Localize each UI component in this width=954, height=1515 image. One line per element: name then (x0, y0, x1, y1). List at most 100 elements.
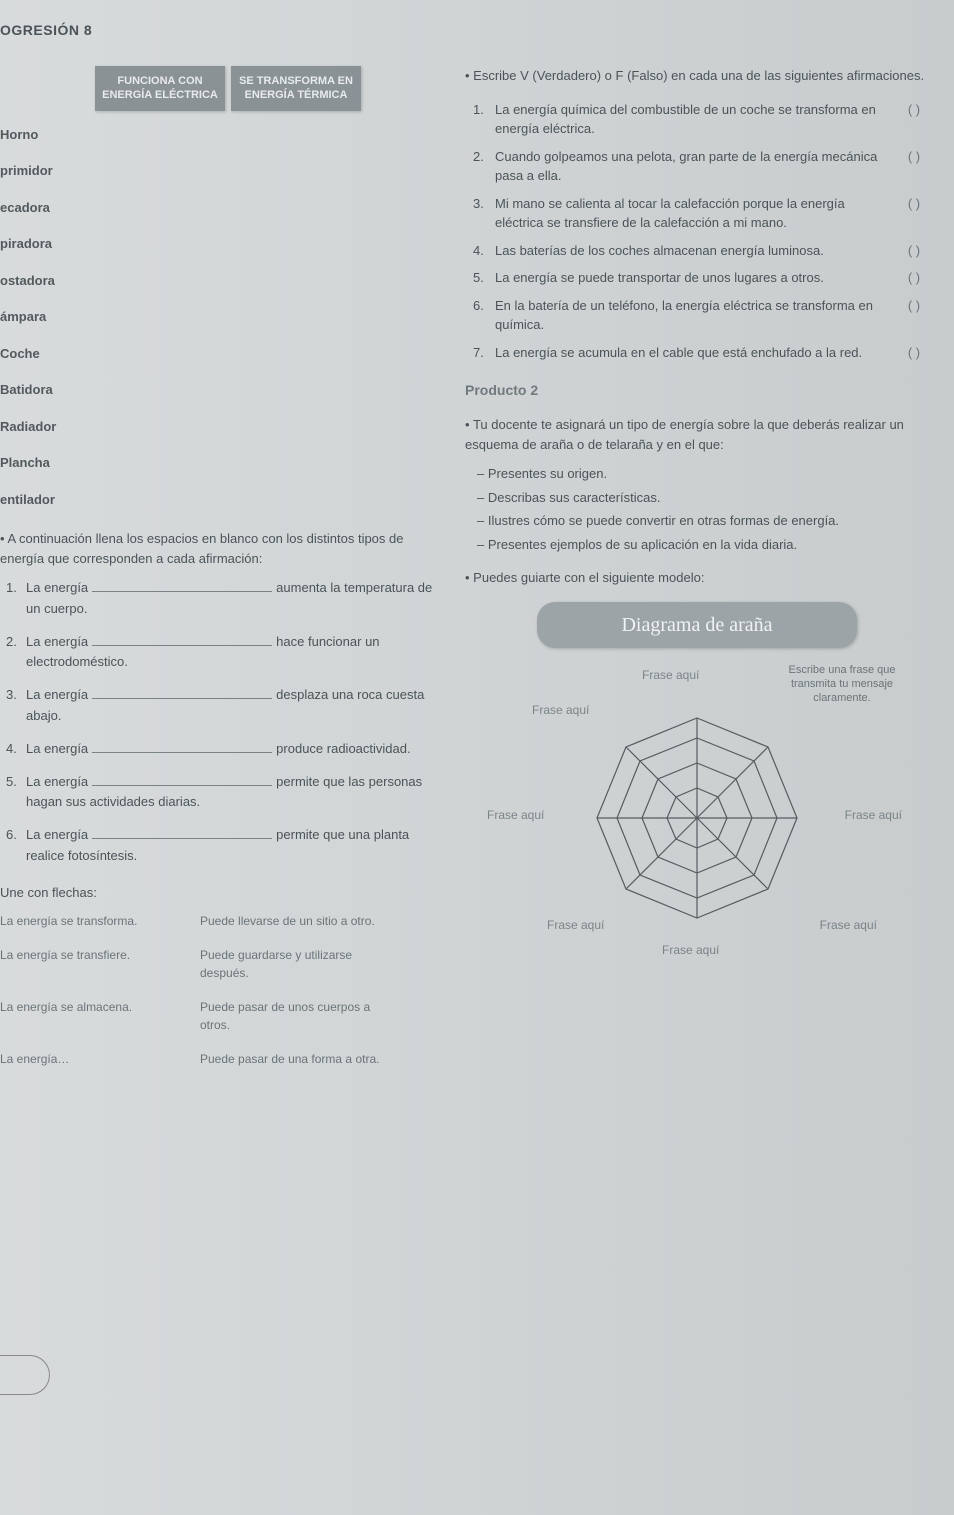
spider-label: Frase aquí (845, 808, 902, 824)
fill-num: 3. (6, 685, 20, 727)
vf-item: 4. Las baterías de los coches almacenan e… (473, 241, 929, 261)
vf-item: 2.Cuando golpeamos una pelota, gran part… (473, 147, 929, 186)
fill-post: produce radioactividad. (276, 741, 410, 756)
vf-text: En la batería de un teléfono, la energía… (495, 296, 891, 335)
producto-guide: Puedes guiarte con el siguiente modelo: (465, 568, 929, 588)
vf-intro: Escribe V (Verdadero) o F (Falso) en cad… (465, 66, 929, 86)
vf-paren[interactable]: ( ) (899, 147, 929, 186)
vf-item: 3.Mi mano se calienta al tocar la calefa… (473, 194, 929, 233)
match-left-item: La energía se almacena. (0, 998, 160, 1034)
blank-line[interactable] (92, 774, 272, 786)
spider-label: Frase aquí (547, 918, 604, 934)
fill-list: 1.La energíaaumenta la temperatura de un… (6, 578, 440, 867)
vf-paren[interactable]: ( ) (899, 100, 929, 139)
right-column: Escribe V (Verdadero) o F (Falso) en cad… (465, 66, 929, 1068)
table-header-row: FUNCIONA CON ENERGÍA ELÉCTRICA SE TRANSF… (95, 66, 440, 111)
match-title: Une con flechas: (0, 883, 440, 903)
producto-sub: Describas sus características. (477, 488, 929, 508)
vf-num: 6. (473, 296, 487, 335)
blank-line[interactable] (92, 580, 272, 592)
spider-label: Frase aquí (642, 668, 699, 684)
vf-item: 7.La energía se acumula en el cable que … (473, 343, 929, 363)
spider-title: Diagrama de araña (537, 602, 857, 648)
vf-paren[interactable]: ( ) (899, 343, 929, 363)
vf-text: Cuando golpeamos una pelota, gran parte … (495, 147, 891, 186)
fill-pre: La energía (26, 827, 88, 842)
fill-item: 1.La energíaaumenta la temperatura de un… (6, 578, 440, 620)
page-header: OGRESIÓN 8 (0, 20, 929, 41)
vf-text: Las baterías de los coches almacenan ene… (495, 241, 891, 261)
fill-item: 6.La energíapermite que una planta reali… (6, 825, 440, 867)
left-column: FUNCIONA CON ENERGÍA ELÉCTRICA SE TRANSF… (0, 66, 440, 1068)
vf-text: La energía química del combustible de un… (495, 100, 891, 139)
table-row: Horno (0, 119, 440, 151)
table-row: ecadora (0, 192, 440, 224)
fill-num: 1. (6, 578, 20, 620)
table-row: Batidora (0, 374, 440, 406)
vf-num: 4. (473, 241, 487, 261)
blank-line[interactable] (92, 741, 272, 753)
spider-web-icon (577, 698, 817, 938)
vf-text: La energía se puede transportar de unos … (495, 268, 891, 288)
fill-num: 2. (6, 632, 20, 674)
vf-item: 6.En la batería de un teléfono, la energ… (473, 296, 929, 335)
fill-num: 5. (6, 772, 20, 814)
fill-item: 4. La energía produce radioactividad. (6, 739, 440, 760)
vf-num: 7. (473, 343, 487, 363)
fill-item: 3.La energíadesplaza una roca cuesta aba… (6, 685, 440, 727)
match-left-item: La energía… (0, 1050, 160, 1068)
blank-line[interactable] (92, 827, 272, 839)
table-row: Coche (0, 338, 440, 370)
match-right-item: Puede guardarse y utilizarse después. (200, 946, 380, 982)
table-row: Plancha (0, 447, 440, 479)
producto-title: Producto 2 (465, 380, 929, 401)
match-grid: La energía se transforma. Puede llevarse… (0, 912, 440, 1068)
fill-pre: La energía (26, 687, 88, 702)
table-header-2: SE TRANSFORMA EN ENERGÍA TÉRMICA (231, 66, 361, 111)
fill-pre: La energía (26, 741, 88, 756)
spider-label-special: Escribe una frase que transmita tu mensa… (777, 663, 907, 706)
blank-line[interactable] (92, 634, 272, 646)
table-header-1: FUNCIONA CON ENERGÍA ELÉCTRICA (95, 66, 225, 111)
producto-sub: Ilustres cómo se puede convertir en otra… (477, 511, 929, 531)
match-right-item: Puede llevarse de un sitio a otro. (200, 912, 380, 930)
blank-line[interactable] (92, 687, 272, 699)
vf-paren[interactable]: ( ) (899, 194, 929, 233)
fill-item: 2.La energíahace funcionar un electrodom… (6, 632, 440, 674)
table-row: Radiador (0, 411, 440, 443)
spider-diagram: Frase aquí Escribe una frase que transmi… (487, 658, 907, 978)
vf-item: 1.La energía química del combustible de … (473, 100, 929, 139)
fill-intro: A continuación llena los espacios en bla… (0, 529, 440, 568)
vf-list: 1.La energía química del combustible de … (473, 100, 929, 363)
vf-num: 2. (473, 147, 487, 186)
vf-num: 3. (473, 194, 487, 233)
vf-paren[interactable]: ( ) (899, 296, 929, 335)
spider-label: Frase aquí (532, 703, 589, 719)
spider-label: Frase aquí (820, 918, 877, 934)
spider-label: Frase aquí (487, 808, 544, 824)
vf-paren[interactable]: ( ) (899, 268, 929, 288)
fill-num: 4. (6, 739, 20, 760)
fill-pre: La energía (26, 634, 88, 649)
fill-pre: La energía (26, 580, 88, 595)
vf-num: 5. (473, 268, 487, 288)
producto-sub: Presentes ejemplos de su aplicación en l… (477, 535, 929, 555)
page-edge-curve (0, 1355, 50, 1395)
vf-item: 5. La energía se puede transportar de uno… (473, 268, 929, 288)
table-row: entilador (0, 484, 440, 516)
table-row: piradora (0, 228, 440, 260)
producto-intro: Tu docente te asignará un tipo de energí… (465, 415, 929, 454)
fill-item: 5.La energíapermite que las personas hag… (6, 772, 440, 814)
vf-text: Mi mano se calienta al tocar la calefacc… (495, 194, 891, 233)
match-right-item: Puede pasar de unos cuerpos a otros. (200, 998, 380, 1034)
vf-paren[interactable]: ( ) (899, 241, 929, 261)
producto-sub: Presentes su origen. (477, 464, 929, 484)
match-left-item: La energía se transforma. (0, 912, 160, 930)
match-right-item: Puede pasar de una forma a otra. (200, 1050, 380, 1068)
table-row: primidor (0, 155, 440, 187)
vf-num: 1. (473, 100, 487, 139)
spider-label: Frase aquí (662, 943, 719, 959)
fill-num: 6. (6, 825, 20, 867)
fill-pre: La energía (26, 774, 88, 789)
table-row: ámpara (0, 301, 440, 333)
